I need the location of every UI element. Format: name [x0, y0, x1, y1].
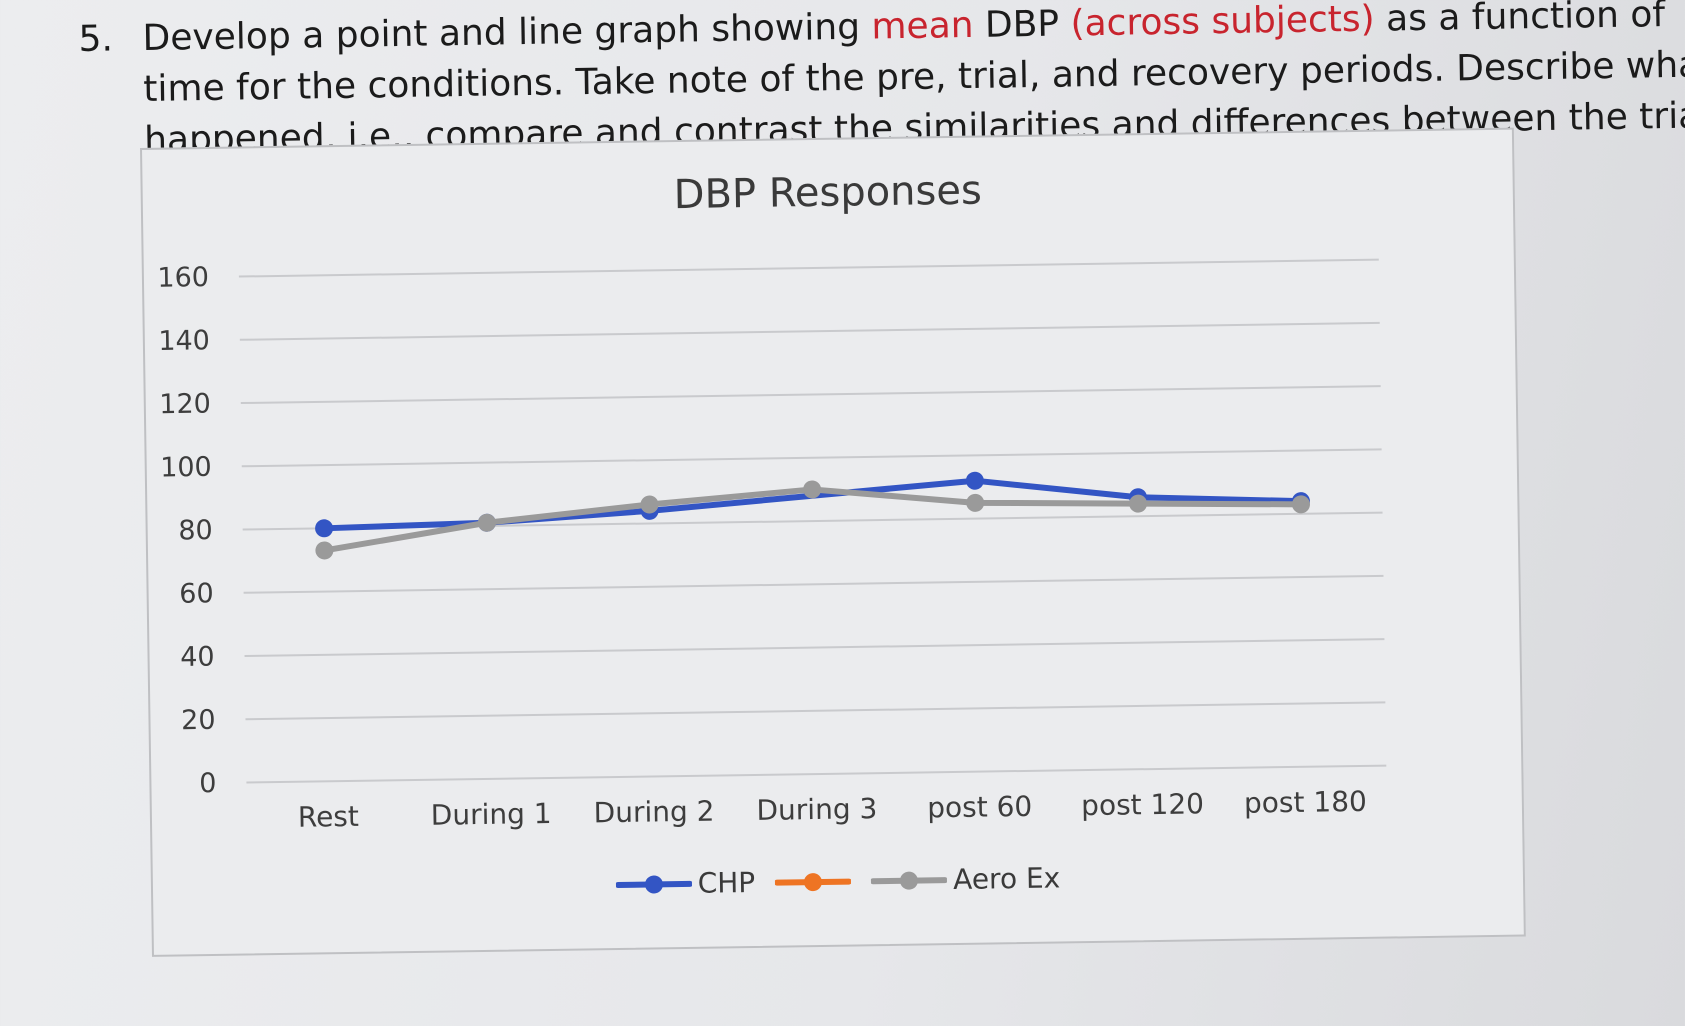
legend-marker-icon	[870, 871, 948, 890]
x-tick-label: During 1	[431, 797, 552, 832]
y-tick-label: 20	[181, 705, 216, 737]
chart-plot: 0 20 40 60 80 100 120 140 160 Rest During 1 During …	[157, 258, 1387, 834]
data-point	[1129, 494, 1148, 513]
y-tick-label: 160	[157, 262, 209, 294]
y-tick-label: 120	[159, 388, 211, 420]
legend-marker-icon	[615, 874, 692, 893]
x-tick-label: post 180	[1244, 785, 1367, 820]
chart-frame: DBP Responses 0 20 40 60 80 100 120 140 160 Rest D…	[140, 127, 1526, 957]
data-point	[966, 493, 985, 512]
question-text: 5. Develop a point and line graph showin…	[78, 0, 1685, 161]
y-tick-label: 60	[179, 578, 214, 610]
data-point	[803, 480, 822, 499]
gridline-60	[243, 574, 1384, 594]
question-line-1-part-e: as a function of	[1374, 0, 1666, 40]
chart-legend: CHP Aero Ex	[153, 855, 1523, 908]
gridline-140	[239, 321, 1380, 341]
x-tick-label: post 60	[927, 790, 1032, 825]
data-point	[640, 495, 659, 514]
x-tick-label: During 2	[593, 795, 714, 830]
data-point	[477, 513, 496, 532]
x-tick-label: Rest	[298, 800, 359, 834]
legend-label: CHP	[697, 865, 756, 900]
x-tick-label: post 120	[1081, 787, 1204, 822]
gridline-20	[245, 701, 1386, 721]
legend-entry: CHP	[615, 866, 755, 901]
question-highlight-mean: mean	[871, 4, 974, 48]
gridline-0	[246, 764, 1387, 784]
legend-label: Aero Ex	[952, 861, 1061, 897]
data-point	[965, 471, 984, 490]
data-point	[315, 541, 334, 560]
question-number: 5.	[78, 18, 114, 60]
data-point	[1291, 495, 1310, 514]
y-tick-label: 40	[180, 641, 215, 673]
gridline-120	[240, 385, 1381, 405]
y-tick-label: 80	[178, 515, 213, 547]
gridline-100	[241, 448, 1382, 468]
question-line-1-part-c: DBP	[973, 3, 1071, 46]
y-tick-label: 100	[160, 452, 212, 484]
y-tick-label: 0	[199, 768, 217, 799]
legend-marker-icon	[774, 872, 852, 891]
gridline-160	[238, 258, 1379, 278]
question-highlight-across-subjects: (across subjects)	[1070, 0, 1375, 45]
question-line-1-part-a: Develop a point and line graph showing	[142, 6, 872, 59]
legend-entry: Aero Ex	[870, 861, 1061, 897]
y-tick-label: 140	[158, 325, 210, 357]
gridline-40	[244, 638, 1385, 658]
data-point	[315, 519, 334, 538]
x-tick-label: During 3	[756, 792, 877, 827]
legend-entry	[774, 865, 852, 899]
